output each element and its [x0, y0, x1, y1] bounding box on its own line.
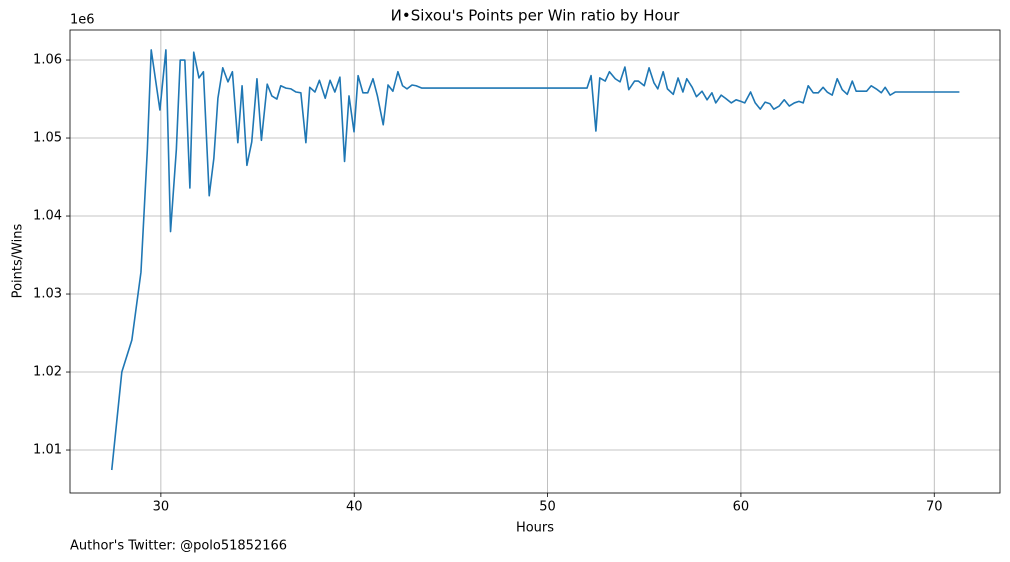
footer: Author's Twitter: @polo51852166 — [70, 539, 287, 554]
chart-title: И•Sixou's Points per Win ratio by Hour — [391, 7, 681, 25]
data-line — [110, 49, 960, 471]
y-tick-label: 1.06 — [33, 53, 62, 68]
y-tick-label: 1.03 — [33, 287, 62, 302]
x-axis-label: Hours — [516, 521, 554, 536]
y-axis-label: Points/Wins — [11, 223, 26, 298]
x-tick-label: 70 — [926, 500, 943, 515]
y-tick-label: 1.05 — [33, 131, 62, 146]
y-tick-label: 1.01 — [33, 443, 62, 458]
x-tick-label: 40 — [346, 500, 363, 515]
plot-frame — [69, 29, 1001, 494]
x-tick-label: 50 — [539, 500, 556, 515]
y-tick-label: 1.02 — [33, 365, 62, 380]
x-tick-label: 30 — [153, 500, 170, 515]
y-offset-label: 1e6 — [70, 13, 95, 28]
y-tick-label: 1.04 — [33, 209, 62, 224]
x-tick-label: 60 — [733, 500, 750, 515]
